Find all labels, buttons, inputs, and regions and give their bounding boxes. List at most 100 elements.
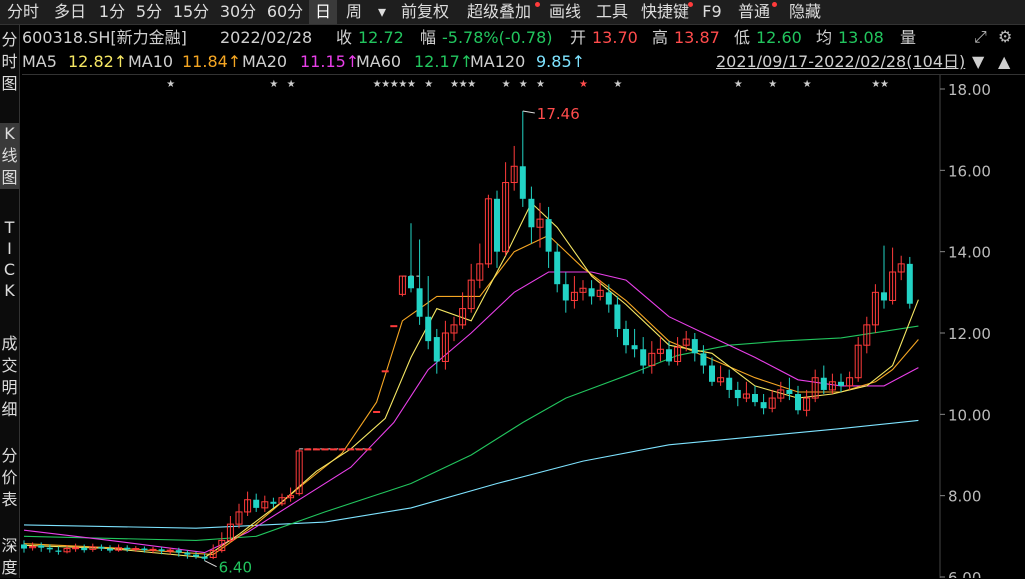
candle-body (494, 198, 500, 252)
close-label: 收 (336, 28, 353, 47)
sidebar-item-5[interactable]: 深度 (1, 536, 18, 577)
candle-body (312, 448, 320, 451)
candle-body (562, 284, 569, 301)
low-value: 12.60 (756, 28, 802, 47)
toolbar-item-6[interactable]: 60分 (266, 2, 304, 21)
toolbar-item-16[interactable]: 普通 (737, 2, 770, 21)
candle-body (570, 291, 578, 301)
annotation-pointer (204, 560, 217, 568)
toolbar-item-7[interactable]: 日 (309, 0, 337, 24)
toolbar-item-11[interactable]: 超级叠加 (466, 2, 531, 21)
y-tick-label: 12.00 (948, 325, 991, 343)
toolbar-item-5[interactable]: 30分 (219, 2, 257, 21)
candle-body (81, 547, 88, 551)
candle-body (72, 547, 80, 550)
sidebar-item-0[interactable]: 分时图 (1, 30, 18, 93)
candle-body (502, 182, 510, 253)
toolbar-item-10[interactable]: 前复权 (400, 2, 449, 21)
stock-code: 600318.SH[新力金融] (22, 28, 187, 47)
annotation-pointer (522, 110, 535, 114)
candle-body (166, 549, 174, 552)
candle-body (786, 389, 793, 394)
ma20-value: 11.15↑ (300, 52, 360, 71)
candle-body (347, 448, 355, 451)
candle-body (777, 389, 785, 399)
event-star-icon: ★ (381, 79, 390, 90)
candle-body (235, 511, 243, 525)
toolbar-item-13[interactable]: 工具 (595, 2, 628, 21)
toolbar-item-9[interactable]: ▾ (377, 2, 387, 21)
toolbar-item-12[interactable]: 画线 (548, 2, 581, 21)
event-star-icon: ★ (450, 79, 459, 90)
candle-body (623, 328, 629, 346)
candle-body (726, 377, 733, 390)
notification-dot-icon (688, 2, 693, 7)
event-star-icon: ★ (467, 79, 476, 90)
toolbar-item-17[interactable]: 隐藏 (788, 2, 821, 21)
candle-body (425, 316, 432, 342)
toolbar-item-0[interactable]: 分时 (6, 2, 39, 21)
annotation-label: 6.40 (219, 559, 252, 577)
event-star-icon: ★ (768, 79, 777, 90)
candle-body (631, 345, 638, 350)
triangle-down-icon[interactable]: ▼ (972, 52, 985, 71)
candle-body (828, 381, 836, 391)
candle-body (330, 448, 338, 451)
ma120-value: 9.85↑ (536, 52, 586, 71)
candle-body (545, 219, 552, 252)
candle-body (115, 547, 123, 551)
toolbar-item-4[interactable]: 15分 (172, 2, 210, 21)
candle-body (889, 271, 897, 301)
ma120-label: MA120 (470, 52, 526, 71)
toolbar-item-3[interactable]: 5分 (135, 2, 163, 21)
low-label: 低 (734, 28, 751, 47)
candle-body (261, 501, 269, 509)
candle-body (149, 548, 157, 551)
triangle-up-icon[interactable]: ▲ (998, 52, 1011, 71)
candle-body (244, 499, 252, 513)
candle-body (433, 337, 440, 362)
kline-chart[interactable]: 18.00 16.00 14.00 12.00 10.00 8.00 6.00 17.46 6.… (20, 75, 1025, 578)
candle-body (906, 263, 913, 304)
toolbar-item-15[interactable]: F9 (702, 2, 722, 21)
candle-body (193, 554, 199, 557)
candle-body (700, 353, 707, 366)
candle-body (416, 288, 423, 317)
candle-body (709, 365, 715, 382)
sidebar-item-3[interactable]: 成交明细 (1, 334, 18, 419)
candle-body (554, 251, 561, 285)
toolbar-item-1[interactable]: 多日 (53, 2, 86, 21)
sidebar-item-4[interactable]: 分价表 (1, 446, 18, 509)
event-star-icon: ★ (579, 79, 588, 90)
event-star-icon: ★ (269, 79, 278, 90)
candle-body (450, 324, 458, 334)
date-range[interactable]: 2021/09/17-2022/02/28(104日) (716, 52, 966, 71)
event-star-icon: ★ (502, 79, 511, 90)
candle-body (209, 550, 217, 558)
toolbar-item-14[interactable]: 快捷键 (640, 2, 689, 21)
candle-body (141, 548, 148, 551)
notification-dot-icon (772, 2, 777, 7)
high-label: 高 (652, 28, 669, 47)
toolbar-item-8[interactable]: 周 (345, 2, 362, 21)
candle-body (854, 344, 862, 379)
collapse-arrows-icon[interactable]: ⤢ (974, 27, 987, 46)
candle-body (364, 448, 372, 451)
candle-body (760, 402, 767, 409)
ma120-line (23, 419, 919, 529)
candle-body (752, 394, 758, 403)
candle-body (21, 544, 27, 549)
candle-body (381, 370, 389, 373)
event-star-icon: ★ (536, 79, 545, 90)
y-tick-label: 16.00 (948, 162, 991, 180)
quote-date: 2022/02/28 (220, 28, 313, 47)
high-value: 13.87 (674, 28, 720, 47)
toolbar-item-2[interactable]: 1分 (98, 2, 126, 21)
candle-body (795, 394, 801, 411)
candle-body (321, 448, 329, 451)
event-star-icon: ★ (287, 79, 296, 90)
settings-icon[interactable]: ⚙ (998, 27, 1013, 46)
